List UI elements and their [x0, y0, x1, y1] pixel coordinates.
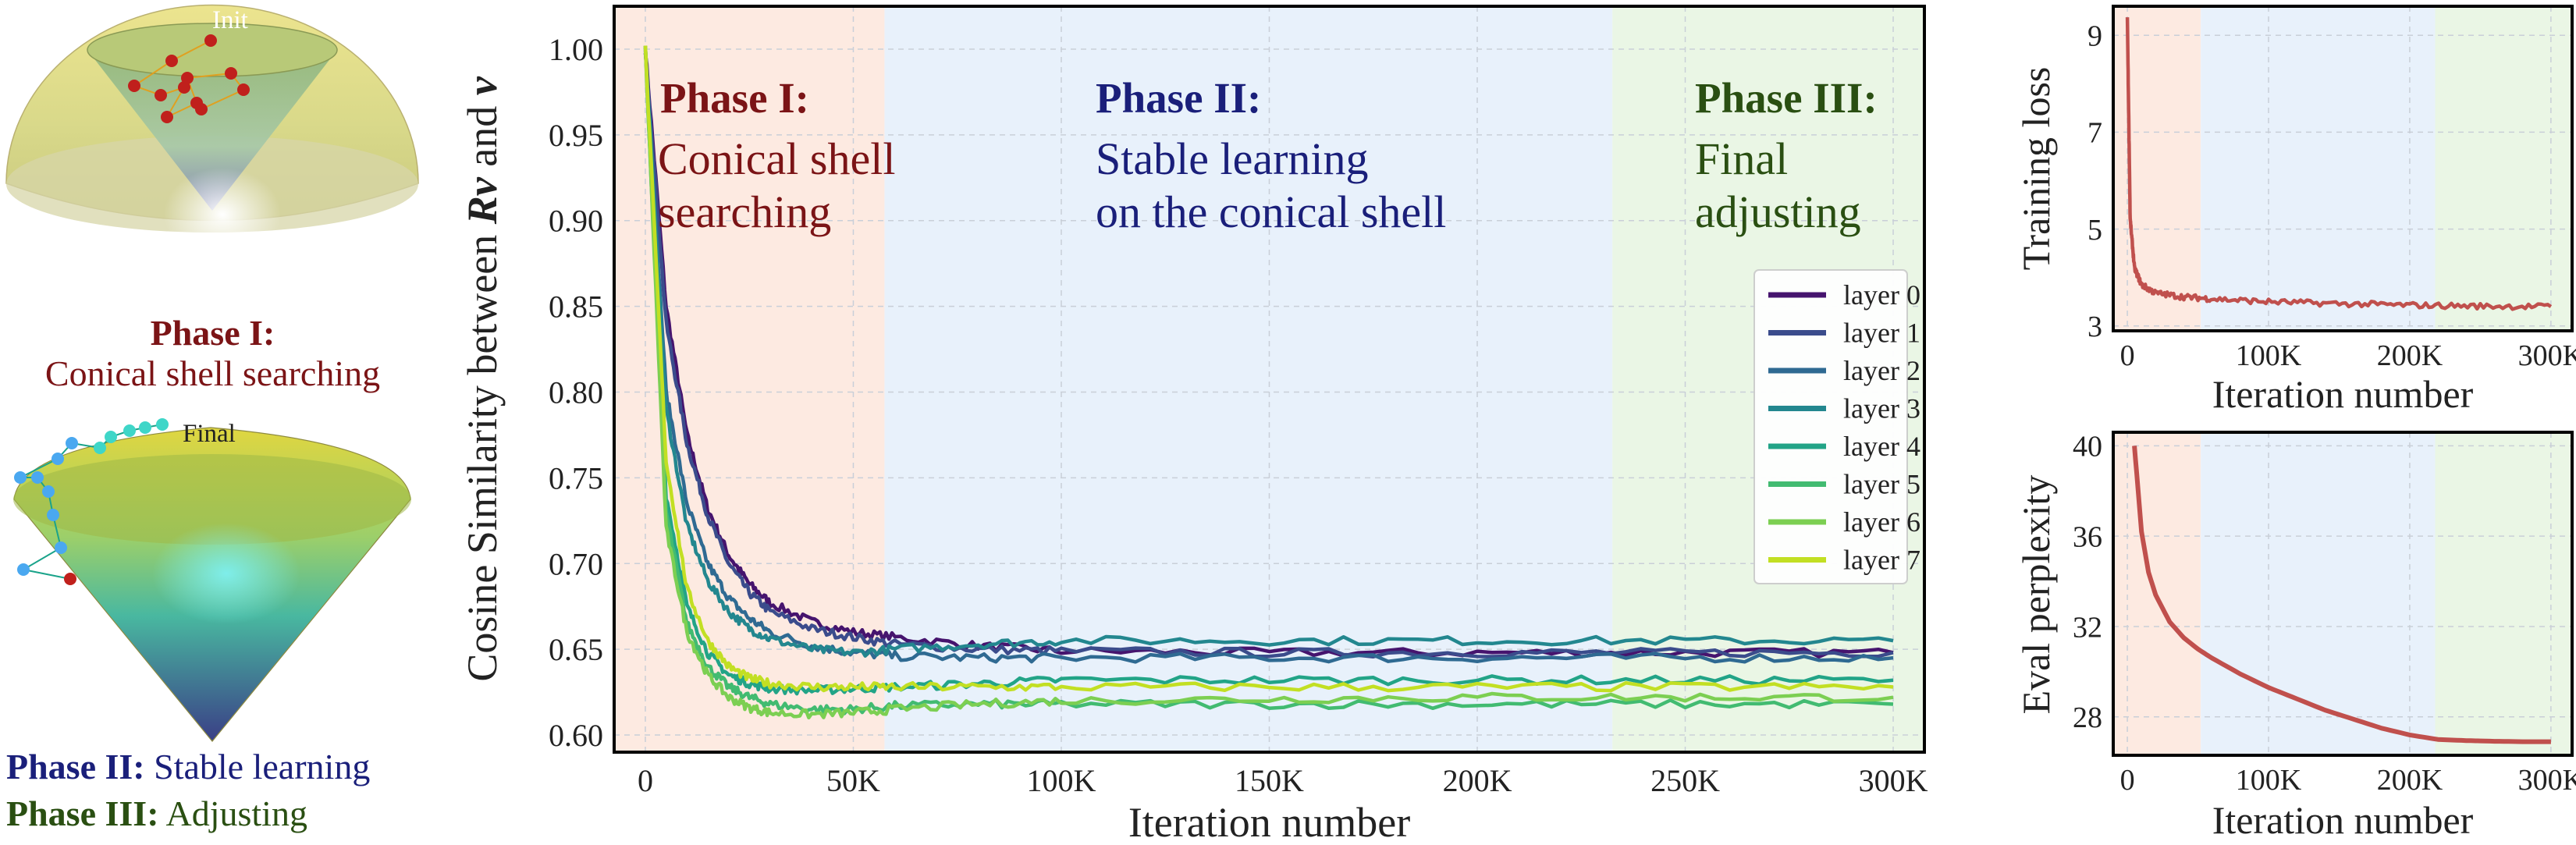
plot-frame	[613, 5, 1926, 754]
legend-label-5: layer 5	[1843, 469, 1920, 500]
left-phase2-caption: Phase II: Stable learning	[6, 746, 370, 787]
y-tick-label: 0.75	[549, 460, 603, 495]
y-tick-label: 0.90	[549, 204, 603, 239]
conical-shell	[13, 418, 411, 742]
y-axis-label-part: Rv	[459, 176, 506, 225]
main-phase3-title: Phase III:	[1695, 74, 1878, 122]
x-axis-label: Iteration number	[1128, 799, 1410, 845]
main-phase1-line2: searching	[658, 186, 832, 237]
main-phase2-title: Phase II:	[1096, 74, 1262, 122]
y-tick-label: 0.70	[549, 546, 603, 581]
legend-label-7: layer 7	[1843, 545, 1920, 576]
legend-label-2: layer 2	[1843, 355, 1920, 386]
conical-shell-illustration	[5, 4, 419, 742]
main-phase2-line2: on the conical shell	[1096, 186, 1447, 237]
y-axis-label-part: Cosine Similarity between	[459, 224, 506, 681]
y-tick-label: 0.80	[549, 375, 603, 410]
series-line-6	[643, 45, 1894, 720]
left-phase3-desc: Adjusting	[165, 794, 307, 833]
y-tick-label: 0.95	[549, 118, 603, 153]
series-line-7	[643, 45, 1894, 693]
init-points	[128, 34, 250, 123]
series-line-2	[643, 50, 1894, 664]
x-tick-label: 0	[638, 763, 653, 798]
legend-label-3: layer 3	[1843, 393, 1920, 424]
left-phase3-caption: Phase III: Adjusting	[6, 793, 307, 834]
main-phase1-title: Phase I:	[660, 74, 809, 122]
initial-hemisphere	[5, 4, 419, 261]
x-tick-label: 200K	[1443, 763, 1512, 798]
legend-label-6: layer 6	[1843, 506, 1920, 538]
series-line-5	[643, 45, 1894, 715]
legend-label-4: layer 4	[1843, 431, 1920, 462]
left-phase2-desc: Stable learning	[154, 747, 371, 786]
y-tick-label: 0.85	[549, 289, 603, 325]
legend: layer 0 layer 1 layer 2 layer 3 layer 4 layer…	[1753, 269, 1920, 584]
y-axis-label-part: and	[459, 95, 506, 177]
left-phase3-title: Phase III:	[6, 794, 159, 833]
y-tick-label: 0.65	[549, 632, 603, 667]
init-label: Init	[212, 6, 248, 34]
y-tick-label: 1.00	[549, 32, 603, 67]
phase-band-2	[884, 6, 1613, 752]
main-phase3-line2: adjusting	[1695, 186, 1861, 237]
x-tick-label: 250K	[1650, 763, 1720, 798]
final-points	[14, 418, 169, 585]
y-tick-label: 0.60	[549, 718, 603, 753]
x-tick-label: 300K	[1859, 763, 1928, 798]
main-phase1-line1: Conical shell	[658, 133, 896, 184]
x-tick-label: 100K	[1027, 763, 1096, 798]
x-tick-label: 50K	[826, 763, 880, 798]
main-phase2-line1: Stable learning	[1096, 133, 1369, 184]
final-label: Final	[183, 420, 236, 448]
legend-box	[1753, 269, 1908, 584]
main-phase3-line1: Final	[1695, 133, 1789, 184]
series-line-4	[643, 46, 1894, 696]
left-phase2-title: Phase II:	[6, 747, 145, 786]
left-phase1-title: Phase I:	[150, 313, 275, 353]
series-line-3	[643, 48, 1894, 658]
x-tick-label: 150K	[1235, 763, 1304, 798]
legend-label-0: layer 0	[1843, 279, 1920, 311]
y-axis-label: Cosine Similarity between Rv and v	[459, 76, 506, 681]
left-phase1-desc: Conical shell searching	[44, 353, 381, 393]
legend-label-1: layer 1	[1843, 318, 1920, 349]
y-axis-label-part: v	[459, 76, 506, 95]
